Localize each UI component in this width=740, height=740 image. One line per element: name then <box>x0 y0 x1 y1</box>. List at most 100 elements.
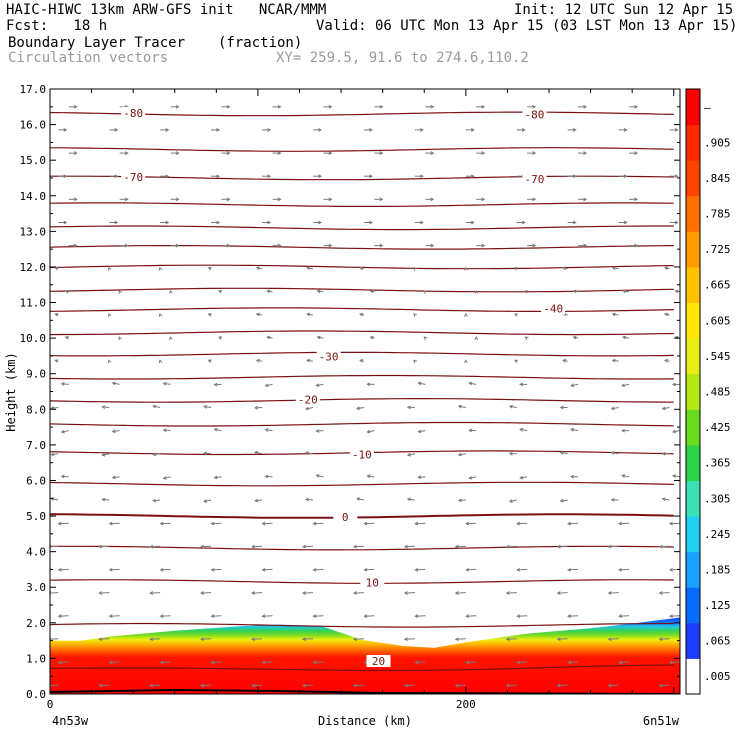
vector-arrow-head <box>508 499 513 503</box>
vector-arrow-head <box>634 243 639 248</box>
vector-arrow-head <box>417 381 422 386</box>
vector-arrow-head <box>162 476 167 480</box>
vector-arrow <box>254 451 263 455</box>
vector-arrow-head <box>114 128 119 132</box>
vector-arrow <box>313 568 324 571</box>
vector-arrow-head <box>57 521 62 526</box>
y-tick-label: 10.0 <box>20 332 47 345</box>
vector-arrow-head <box>149 544 154 549</box>
vector-arrow-head <box>508 404 513 409</box>
vector-arrow <box>150 638 161 640</box>
vector-arrow <box>204 452 212 455</box>
vector-arrow-head <box>532 243 537 248</box>
vector-arrow <box>557 684 568 687</box>
tracer-field <box>50 617 680 694</box>
colorbar-swatch <box>686 89 700 126</box>
vector-arrow-head <box>149 591 154 595</box>
vector-arrow <box>560 499 568 502</box>
vector-arrow-head <box>162 381 167 386</box>
vector-arrow <box>51 407 59 409</box>
vector-arrow-head <box>403 591 408 595</box>
y-tick-label: 12.0 <box>20 261 47 274</box>
vector-arrow <box>672 475 680 478</box>
vector-arrow-head <box>255 358 260 363</box>
vector-arrow-head <box>264 383 269 388</box>
vector-arrow <box>252 638 263 640</box>
vector-arrow <box>659 545 670 548</box>
header-title: HAIC-HIWC 13km ARW-GFS init NCAR/MMM <box>6 2 327 18</box>
vector-arrow <box>201 592 212 594</box>
vector-arrow-head <box>152 452 157 457</box>
vector-arrow-head <box>623 174 628 179</box>
vector-arrow-head <box>366 474 371 479</box>
vector-arrow <box>211 568 222 571</box>
colorbar-swatch <box>686 231 700 268</box>
vector-arrow-head <box>532 104 537 109</box>
contour-label: -70 <box>525 173 545 186</box>
colorbar-label: .005 <box>704 670 731 683</box>
vector-arrow-head <box>505 637 510 642</box>
vector-arrow <box>109 661 120 663</box>
vector-arrow-head <box>312 521 317 526</box>
vector-arrow-head <box>101 405 106 410</box>
vector-arrow <box>455 545 466 548</box>
vector-arrow-head <box>430 197 435 202</box>
vector-arrow-head <box>661 406 666 411</box>
vector-arrow-head <box>634 197 639 202</box>
vector-arrow <box>262 522 273 525</box>
vector-arrow-head <box>474 289 479 294</box>
y-tick-label: 17.0 <box>20 83 47 96</box>
vector-arrow <box>669 661 680 663</box>
vector-arrow-head <box>277 151 282 155</box>
vector-arrow-head <box>663 358 669 363</box>
vector-arrow-head <box>559 405 564 410</box>
vector-arrow-head <box>175 197 180 202</box>
vector-arrow-head <box>465 614 470 618</box>
vector-arrow-head <box>158 266 163 271</box>
colorbar-label: .665 <box>704 279 731 292</box>
vector-arrow-head <box>618 660 623 665</box>
vector-arrow-head <box>210 614 215 618</box>
vector-arrow <box>99 545 110 548</box>
vector-arrow <box>313 661 324 663</box>
contour-line <box>50 398 674 403</box>
y-tick-label: 7.0 <box>26 439 46 452</box>
y-axis-title: Height (km) <box>4 352 18 431</box>
vector-arrow-head <box>583 243 588 248</box>
vector-arrow-head <box>169 289 173 294</box>
vector-arrow-head <box>50 452 55 457</box>
vector-arrow <box>415 661 426 663</box>
vector-arrow-head <box>562 266 567 271</box>
vector-arrow <box>367 475 375 478</box>
vector-arrow-head <box>251 637 256 642</box>
vector-arrow <box>109 522 120 525</box>
vector-arrow-head <box>54 266 59 271</box>
vector-arrow-head <box>254 405 259 410</box>
vector-arrow-head <box>674 289 679 294</box>
vector-arrow-head <box>315 474 320 478</box>
contour-label-bg <box>522 108 547 121</box>
vector-arrow-head <box>406 452 411 457</box>
vector-arrow-head <box>312 660 317 665</box>
vector-arrow-head <box>454 591 459 595</box>
vector-arrow <box>356 498 365 501</box>
vector-arrow-head <box>607 683 612 688</box>
vector-arrow-head <box>60 429 65 434</box>
vector-arrow-head <box>267 174 272 179</box>
vector-arrow-head <box>363 614 368 618</box>
vector-arrow-head <box>355 497 360 501</box>
vector-arrow-head <box>474 336 479 341</box>
vector-arrow <box>506 592 517 594</box>
y-tick-label: 16.0 <box>20 119 47 132</box>
vector-arrow-head <box>158 359 163 364</box>
vector-arrow-head <box>658 544 663 549</box>
vector-arrow <box>509 499 517 502</box>
vector-arrow-head <box>514 359 518 364</box>
cross-section-endpoints: XY= 259.5, 91.6 to 274.6,110.2 <box>276 50 529 66</box>
vector-arrow-head <box>379 104 384 109</box>
contour-line <box>50 622 674 628</box>
colorbar-swatch <box>686 587 700 624</box>
contour-label: -30 <box>319 351 339 364</box>
vector-arrow-head <box>124 151 129 155</box>
vector-arrow-head <box>470 220 475 225</box>
